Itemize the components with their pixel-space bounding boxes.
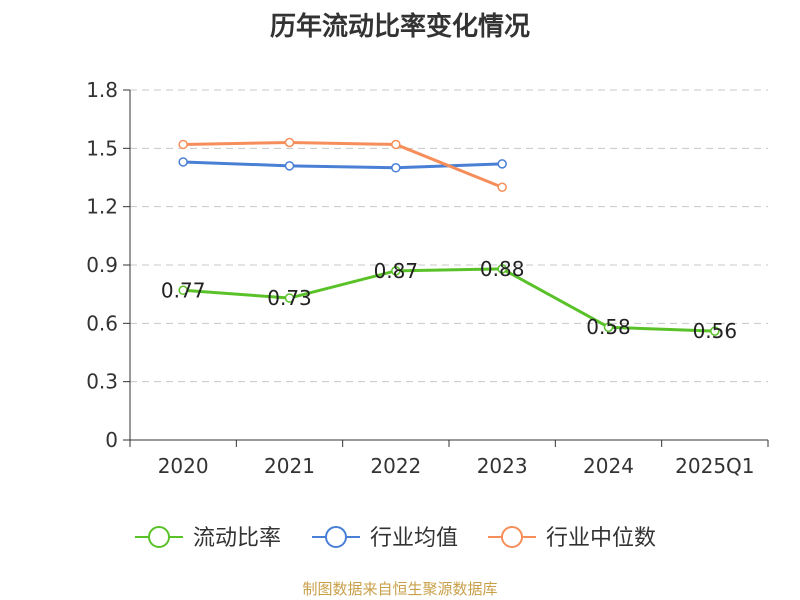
data-point <box>497 264 507 274</box>
series-line-3 <box>183 141 503 189</box>
data-label: 0.73 <box>267 286 312 310</box>
data-label: 0.77 <box>161 278 206 302</box>
data-label: 0.58 <box>586 315 631 339</box>
y-tick-label: 0.6 <box>86 311 118 335</box>
legend-marker <box>501 526 523 548</box>
data-point <box>603 322 614 332</box>
data-label: 0.88 <box>480 257 525 281</box>
y-tick-label: 1.5 <box>86 136 118 160</box>
legend-marker <box>148 526 170 548</box>
data-label: 0.56 <box>693 319 738 343</box>
x-tick-label: 2022 <box>370 454 421 478</box>
y-tick-label: 0 <box>105 428 118 452</box>
data-point <box>391 139 401 150</box>
data-point <box>497 182 507 192</box>
legend-label: 流动比率 <box>193 526 281 551</box>
data-label: 0.87 <box>374 259 419 283</box>
x-tick-label: 2025Q1 <box>675 454 754 478</box>
data-point <box>178 157 188 167</box>
data-point <box>178 139 188 150</box>
axis-layer: 0 0.3 0.6 0.9 1.2 1.5 1.8 2020 2021 2022 2023 2024 2… <box>86 78 769 478</box>
series-layer <box>178 137 720 336</box>
y-tick-label: 0.9 <box>86 253 118 277</box>
grid-layer <box>130 89 768 383</box>
x-tick-label: 2023 <box>477 454 528 478</box>
y-tick-label: 0.3 <box>86 370 118 394</box>
data-point <box>284 293 295 303</box>
legend-marker <box>325 526 347 548</box>
data-point <box>497 159 507 169</box>
data-point <box>710 326 720 336</box>
x-tick-label: 2020 <box>158 454 209 478</box>
chart-title: 历年流动比率变化情况 <box>269 12 530 42</box>
data-point <box>391 266 401 276</box>
series-line-1 <box>183 267 715 333</box>
data-point <box>284 161 295 171</box>
x-tick-label: 2021 <box>264 454 315 478</box>
y-tick-label: 1.8 <box>86 78 118 102</box>
legend-label: 行业均值 <box>370 526 458 551</box>
legend: 流动比率 行业均值 行业中位数 <box>135 526 656 551</box>
y-tick-label: 1.2 <box>86 195 118 219</box>
x-tick-label: 2024 <box>583 454 634 478</box>
source-note: 制图数据来自恒生聚源数据库 <box>302 580 498 598</box>
data-point <box>391 163 401 173</box>
legend-label: 行业中位数 <box>546 526 656 551</box>
data-point <box>284 137 295 148</box>
label-layer: 0.77 0.73 0.87 0.88 0.58 0.56 <box>161 257 737 343</box>
data-point <box>178 285 188 296</box>
